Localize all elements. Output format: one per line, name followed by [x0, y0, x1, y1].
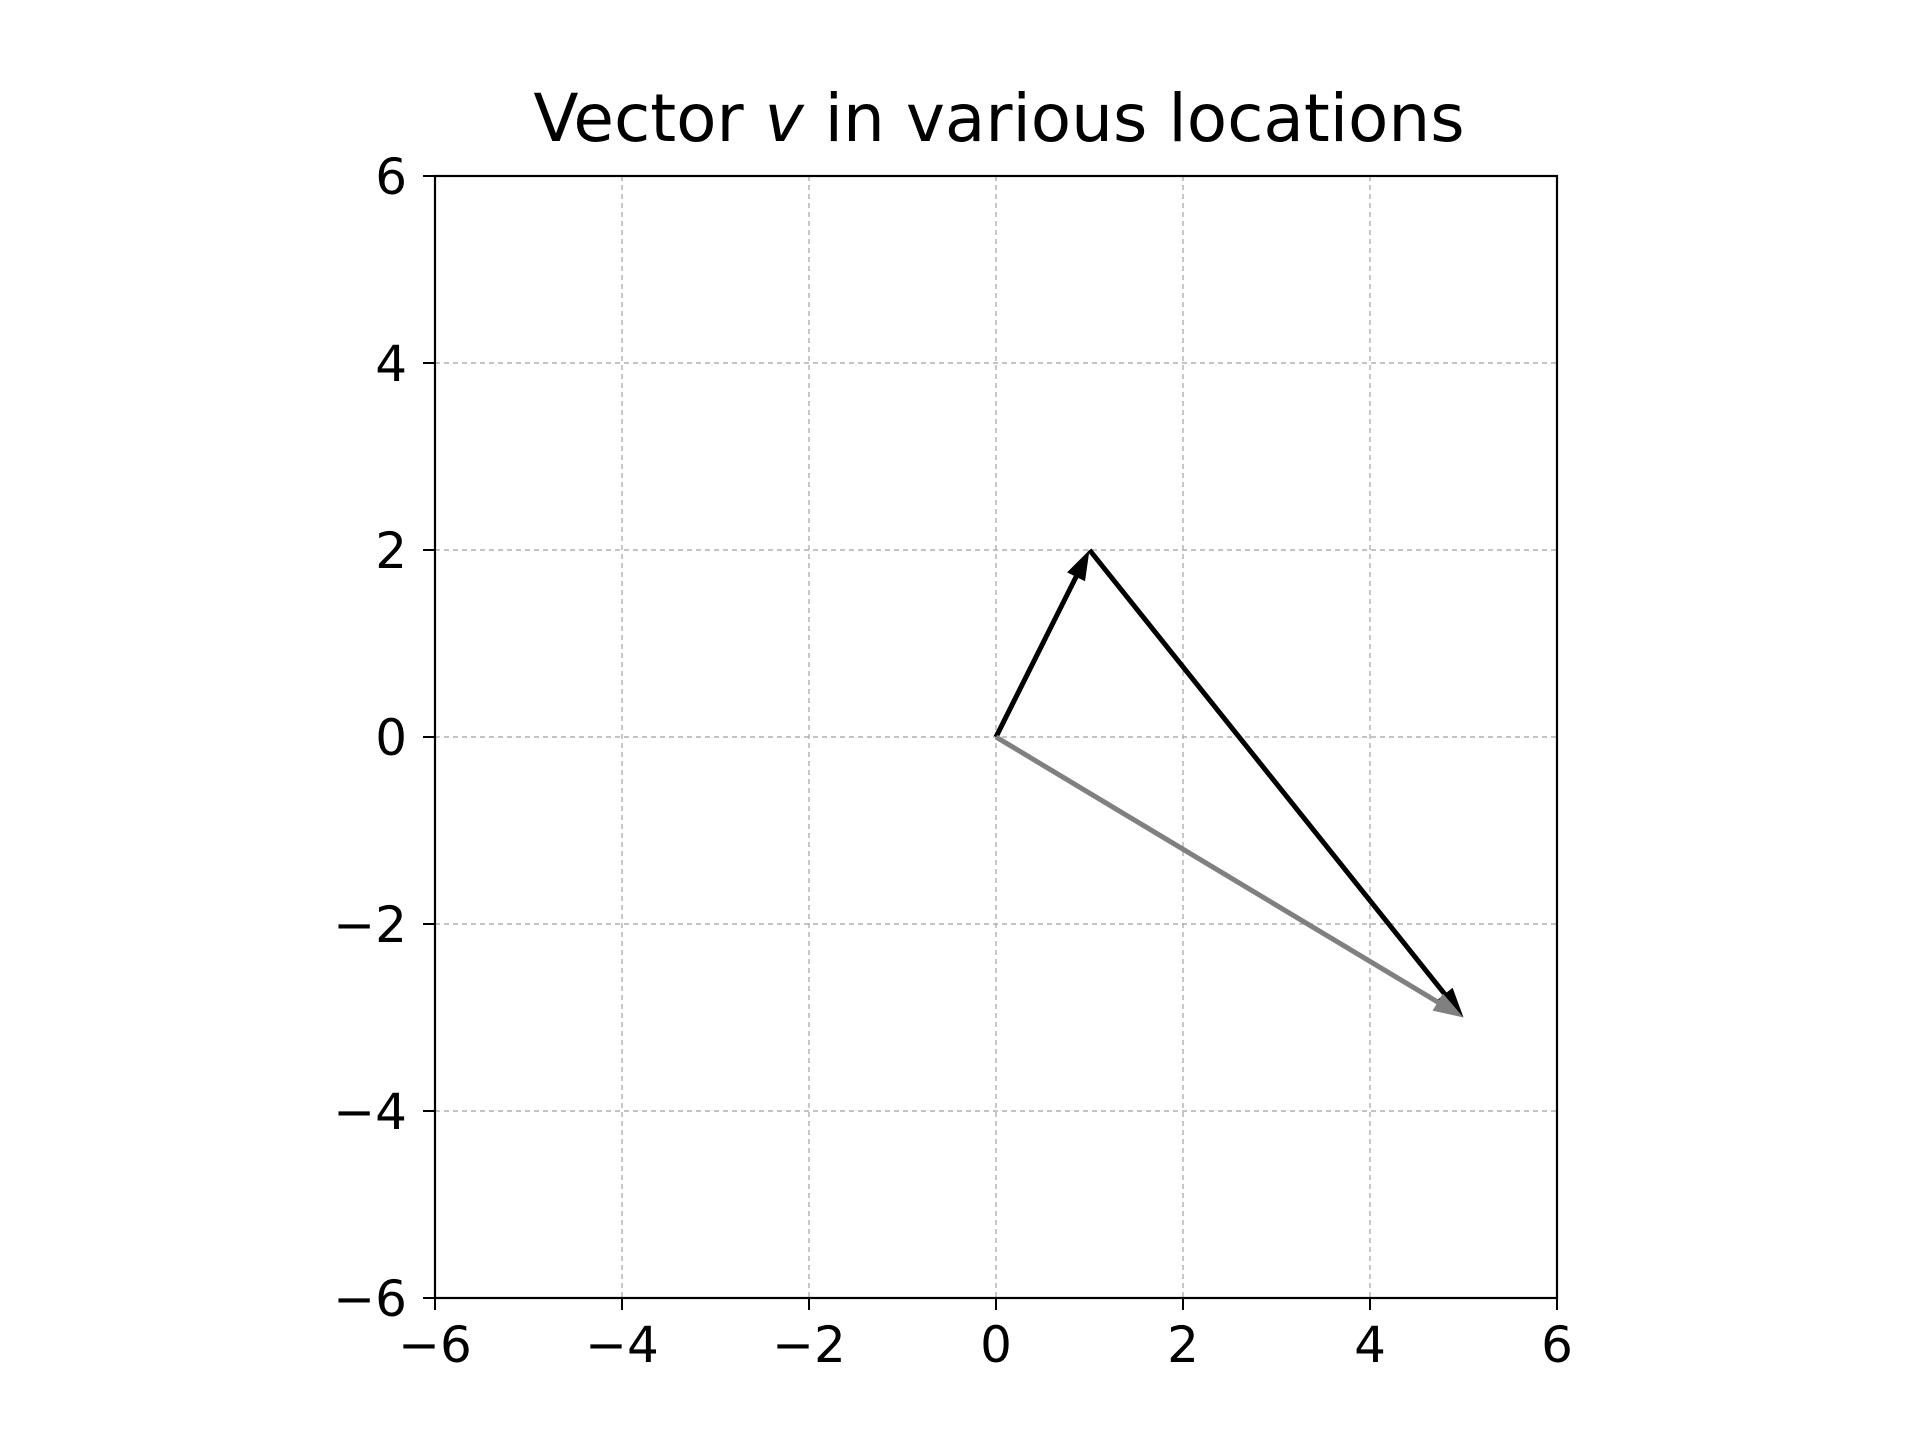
- vector-shaft-1: [1087, 548, 1448, 998]
- y-tick-label-4: 2: [375, 522, 407, 580]
- y-tick-label-3: 0: [375, 709, 407, 767]
- vector-shaft-0: [993, 573, 1080, 739]
- vectors: [993, 548, 1464, 1018]
- x-tick-label-3: 0: [980, 1316, 1012, 1374]
- x-tick-label-6: 6: [1541, 1316, 1573, 1374]
- y-tick-label-1: −4: [333, 1083, 407, 1141]
- chart-title-before: Vector: [533, 80, 765, 157]
- vector-head-0: [1067, 550, 1090, 582]
- chart-title-after: in various locations: [803, 80, 1465, 157]
- x-tick-label-5: 4: [1354, 1316, 1386, 1374]
- y-tick-label-2: −2: [333, 896, 407, 954]
- y-tick-label-5: 4: [375, 335, 407, 393]
- vector-1: [1087, 548, 1464, 1018]
- vector-0: [993, 550, 1090, 739]
- vector-head-2: [1432, 993, 1464, 1018]
- chart-title: Vector v in various locations: [0, 80, 1920, 157]
- axes-frame: [433, 174, 1559, 1300]
- axis-ticks: −6 −4 −2 0 2 4 6 −6 −4 −2 0 2 4 6: [333, 148, 1573, 1374]
- y-tick-label-0: −6: [333, 1270, 407, 1328]
- x-tick-label-2: −2: [772, 1316, 846, 1374]
- vector-shaft-2: [994, 734, 1441, 1006]
- vector-2: [994, 734, 1464, 1018]
- y-tick-label-6: 6: [375, 148, 407, 206]
- chart-title-math: v: [764, 80, 804, 157]
- x-tick-label-1: −4: [585, 1316, 659, 1374]
- x-tick-label-4: 2: [1167, 1316, 1199, 1374]
- x-tick-label-0: −6: [398, 1316, 472, 1374]
